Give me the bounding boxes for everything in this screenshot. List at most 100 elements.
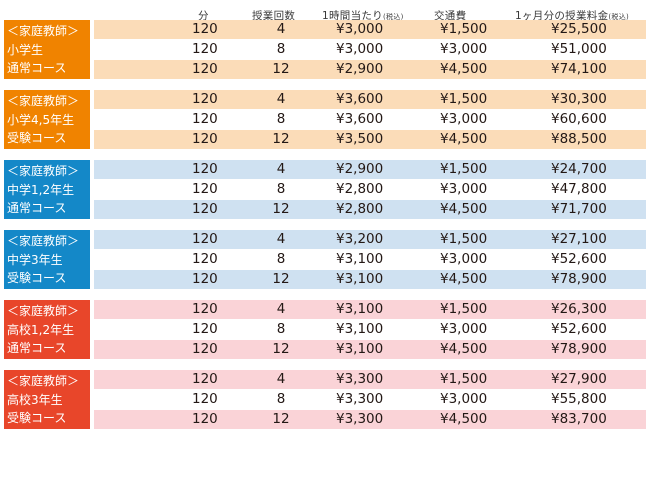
price-row: 120 4 ¥3,600 ¥1,500 ¥30,300 — [94, 90, 646, 109]
per-hour-cell: ¥3,300 — [336, 411, 384, 427]
monthly-cell: ¥78,900 — [551, 271, 607, 287]
course-group: ＜家庭教師＞ 小学生 通常コース 120 4 ¥3,000 ¥1,500 ¥25,500 120… — [4, 20, 646, 79]
price-row: 120 12 ¥3,300 ¥4,500 ¥83,700 — [94, 410, 646, 429]
monthly-cell: ¥83,700 — [551, 411, 607, 427]
lessons-cell: 12 — [272, 271, 290, 287]
per-hour-cell: ¥2,800 — [336, 181, 384, 197]
monthly-cell: ¥74,100 — [551, 61, 607, 77]
minutes-cell: 120 — [192, 321, 218, 337]
lessons-cell: 4 — [276, 371, 286, 387]
lessons-cell: 4 — [276, 161, 286, 177]
course-label: ＜家庭教師＞ 中学1,2年生 通常コース — [4, 160, 90, 219]
monthly-cell: ¥78,900 — [551, 341, 607, 357]
price-row: 120 4 ¥2,900 ¥1,500 ¥24,700 — [94, 160, 646, 179]
per-hour-cell: ¥2,900 — [336, 161, 384, 177]
per-hour-cell: ¥3,000 — [336, 41, 384, 57]
price-row: 120 8 ¥3,100 ¥3,000 ¥52,600 — [94, 320, 646, 339]
per-hour-cell: ¥3,200 — [336, 231, 384, 247]
per-hour-cell: ¥3,600 — [336, 111, 384, 127]
minutes-cell: 120 — [192, 41, 218, 57]
lessons-cell: 12 — [272, 61, 290, 77]
transport-cell: ¥3,000 — [440, 391, 488, 407]
monthly-cell: ¥88,500 — [551, 131, 607, 147]
per-hour-cell: ¥3,100 — [336, 251, 384, 267]
monthly-cell: ¥71,700 — [551, 201, 607, 217]
course-label-line: ＜家庭教師＞ — [7, 24, 80, 38]
price-row: 120 12 ¥3,100 ¥4,500 ¥78,900 — [94, 340, 646, 359]
monthly-cell: ¥52,600 — [551, 251, 607, 267]
course-label-line: 通常コース — [7, 201, 67, 215]
minutes-cell: 120 — [192, 21, 218, 37]
minutes-cell: 120 — [192, 411, 218, 427]
course-group: ＜家庭教師＞ 小学4,5年生 受験コース 120 4 ¥3,600 ¥1,500 ¥30,30… — [4, 90, 646, 149]
per-hour-cell: ¥2,900 — [336, 61, 384, 77]
per-hour-cell: ¥3,100 — [336, 301, 384, 317]
course-label-line: ＜家庭教師＞ — [7, 304, 80, 318]
header-lessons: 授業回数 — [252, 10, 296, 22]
transport-cell: ¥4,500 — [440, 201, 488, 217]
header-monthly-text: 1ヶ月分の授業料金 — [515, 10, 609, 22]
monthly-cell: ¥55,800 — [551, 391, 607, 407]
transport-cell: ¥3,000 — [440, 41, 488, 57]
price-row: 120 8 ¥3,100 ¥3,000 ¥52,600 — [94, 250, 646, 269]
monthly-cell: ¥52,600 — [551, 321, 607, 337]
course-label-line: 通常コース — [7, 61, 67, 75]
transport-cell: ¥4,500 — [440, 271, 488, 287]
course-label-line: 高校1,2年生 — [7, 322, 75, 337]
per-hour-cell: ¥3,100 — [336, 271, 384, 287]
minutes-cell: 120 — [192, 61, 218, 77]
monthly-cell: ¥27,900 — [551, 371, 607, 387]
monthly-cell: ¥51,000 — [551, 41, 607, 57]
lessons-cell: 8 — [276, 251, 286, 267]
course-label-line: 小学生 — [7, 42, 44, 57]
price-row: 120 8 ¥3,000 ¥3,000 ¥51,000 — [94, 40, 646, 59]
minutes-cell: 120 — [192, 341, 218, 357]
price-row: 120 8 ¥2,800 ¥3,000 ¥47,800 — [94, 180, 646, 199]
course-label-line: 通常コース — [7, 341, 67, 355]
price-row: 120 8 ¥3,300 ¥3,000 ¥55,800 — [94, 390, 646, 409]
lessons-cell: 12 — [272, 341, 290, 357]
course-label-line: 小学4,5年生 — [7, 112, 75, 127]
course-group: ＜家庭教師＞ 中学3年生 受験コース 120 4 ¥3,200 ¥1,500 ¥27,100 1… — [4, 230, 646, 289]
price-row: 120 12 ¥3,100 ¥4,500 ¥78,900 — [94, 270, 646, 289]
course-label-line: ＜家庭教師＞ — [7, 94, 80, 108]
header-per-hour-note: (税込) — [382, 13, 404, 21]
minutes-cell: 120 — [192, 181, 218, 197]
course-label: ＜家庭教師＞ 中学3年生 受験コース — [4, 230, 90, 289]
minutes-cell: 120 — [192, 301, 218, 317]
transport-cell: ¥3,000 — [440, 251, 488, 267]
lessons-cell: 4 — [276, 21, 286, 37]
lessons-cell: 4 — [276, 301, 286, 317]
course-label: ＜家庭教師＞ 高校1,2年生 通常コース — [4, 300, 90, 359]
minutes-cell: 120 — [192, 161, 218, 177]
lessons-cell: 12 — [272, 131, 290, 147]
course-label-line: 中学1,2年生 — [7, 182, 75, 197]
lessons-cell: 4 — [276, 91, 286, 107]
course-label-line: 中学3年生 — [7, 252, 63, 267]
transport-cell: ¥1,500 — [440, 21, 488, 37]
monthly-cell: ¥47,800 — [551, 181, 607, 197]
minutes-cell: 120 — [192, 201, 218, 217]
course-label: ＜家庭教師＞ 高校3年生 受験コース — [4, 370, 90, 429]
lessons-cell: 8 — [276, 181, 286, 197]
per-hour-cell: ¥3,000 — [336, 21, 384, 37]
minutes-cell: 120 — [192, 391, 218, 407]
transport-cell: ¥1,500 — [440, 91, 488, 107]
transport-cell: ¥3,000 — [440, 181, 488, 197]
per-hour-cell: ¥2,800 — [336, 201, 384, 217]
transport-cell: ¥4,500 — [440, 341, 488, 357]
monthly-cell: ¥27,100 — [551, 231, 607, 247]
course-group: ＜家庭教師＞ 高校3年生 受験コース 120 4 ¥3,300 ¥1,500 ¥27,900 1… — [4, 370, 646, 429]
transport-cell: ¥1,500 — [440, 301, 488, 317]
price-row: 120 8 ¥3,600 ¥3,000 ¥60,600 — [94, 110, 646, 129]
course-label-line: ＜家庭教師＞ — [7, 374, 80, 388]
transport-cell: ¥3,000 — [440, 321, 488, 337]
minutes-cell: 120 — [192, 111, 218, 127]
course-label-line: 受験コース — [7, 411, 67, 425]
course-label: ＜家庭教師＞ 小学生通常コース — [4, 20, 90, 79]
header-transport: 交通費 — [434, 10, 467, 22]
price-row: 120 4 ¥3,100 ¥1,500 ¥26,300 — [94, 300, 646, 319]
per-hour-cell: ¥3,100 — [336, 341, 384, 357]
header-per-hour: 1時間当たり(税込) — [322, 8, 404, 23]
lessons-cell: 8 — [276, 391, 286, 407]
